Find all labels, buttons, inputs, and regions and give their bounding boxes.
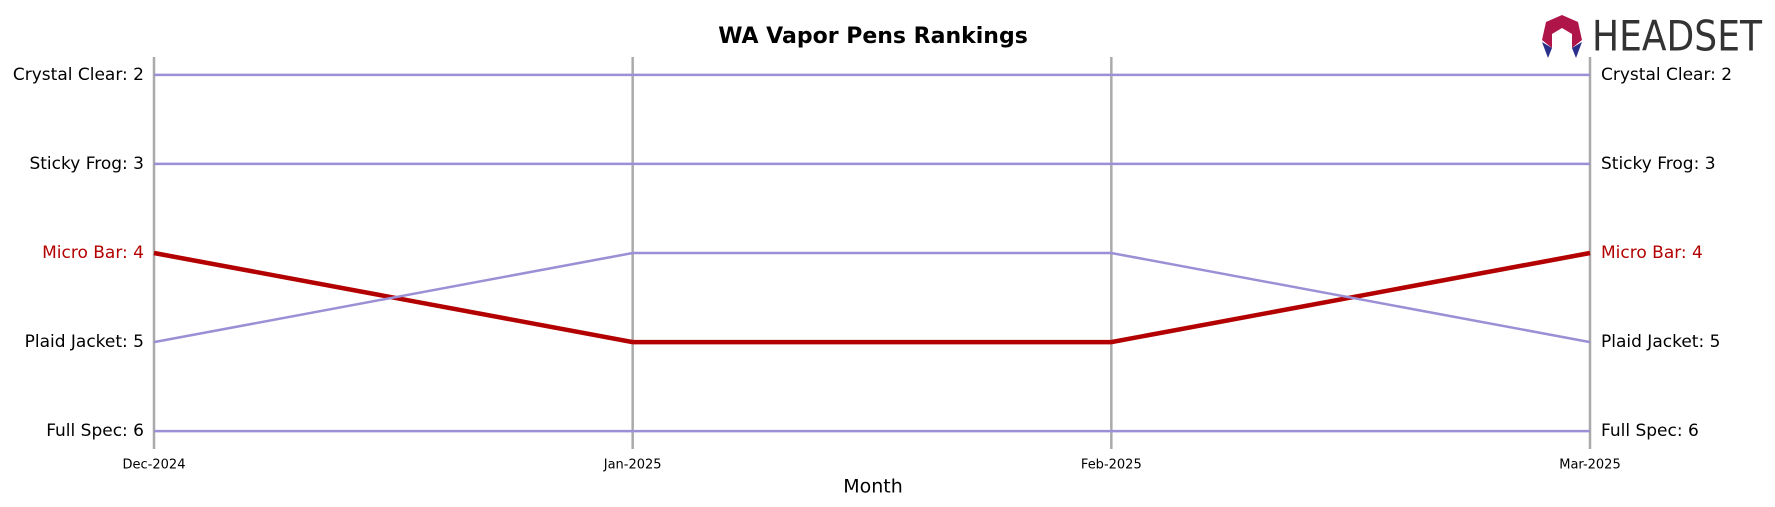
end-label: Crystal Clear: 2 <box>1601 65 1732 85</box>
chart-title: WA Vapor Pens Rankings <box>718 24 1028 49</box>
logo: HEADSET <box>1542 12 1762 61</box>
end-label: Sticky Frog: 3 <box>1601 154 1716 174</box>
end-label: Full Spec: 6 <box>1601 421 1699 441</box>
series-line <box>153 251 1591 344</box>
logo-icon <box>1572 42 1582 58</box>
start-label: Full Spec: 6 <box>46 421 144 441</box>
x-axis-label: Month <box>843 476 903 498</box>
x-tick-label: Feb-2025 <box>1081 458 1142 473</box>
start-label: Sticky Frog: 3 <box>29 154 144 174</box>
end-label: Plaid Jacket: 5 <box>1601 332 1720 352</box>
logo-icon <box>1542 15 1582 48</box>
x-tick-label: Dec-2024 <box>123 458 186 473</box>
x-tick-label: Jan-2025 <box>603 458 662 473</box>
start-label: Crystal Clear: 2 <box>13 65 144 85</box>
start-label: Micro Bar: 4 <box>42 243 144 263</box>
start-label: Plaid Jacket: 5 <box>25 332 144 352</box>
series-line <box>153 250 1591 345</box>
end-label: Micro Bar: 4 <box>1601 243 1703 263</box>
logo-text: HEADSET <box>1592 12 1762 61</box>
logo-icon <box>1542 42 1552 58</box>
x-tick-label: Mar-2025 <box>1559 458 1620 473</box>
